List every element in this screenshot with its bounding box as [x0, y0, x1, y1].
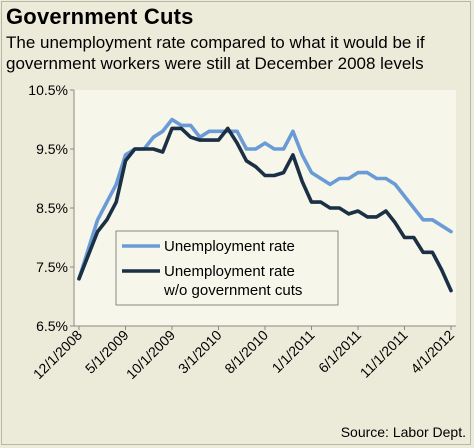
series-lines: [77, 117, 453, 293]
legend-label: Unemployment rate: [164, 238, 295, 255]
y-tick-label: 10.5%: [28, 82, 68, 98]
x-axis-ticks: 12/1/20085/1/200910/1/20093/1/20108/1/20…: [30, 326, 457, 383]
x-tick-label: 1/1/2011: [268, 327, 317, 376]
x-tick-label: 4/1/2012: [407, 327, 457, 377]
series-line-without-government-cuts: [77, 126, 453, 293]
legend: Unemployment rate Unemployment rate w/o go…: [115, 230, 339, 306]
chart-subtitle: The unemployment rate compared to what i…: [6, 33, 425, 73]
legend-box: [115, 230, 339, 306]
y-tick-label: 8.5%: [36, 200, 68, 216]
y-tick-label: 9.5%: [36, 141, 68, 157]
x-tick-label: 11/1/2011: [357, 327, 411, 381]
x-tick-label: 3/1/2010: [175, 327, 225, 377]
x-tick-label: 12/1/2008: [30, 327, 86, 383]
x-tick-label: 8/1/2010: [221, 327, 271, 377]
y-tick-label: 6.5%: [36, 318, 68, 334]
y-tick-label: 7.5%: [36, 259, 68, 275]
chart-title: Government Cuts: [6, 4, 194, 29]
legend-label: Unemployment rate w/o government cuts: [163, 263, 302, 299]
y-axis-ticks: 6.5% 7.5% 8.5% 9.5% 10.5%: [28, 82, 74, 334]
x-tick-label: 10/1/2009: [123, 327, 179, 383]
source-note: Source: Labor Dept.: [340, 424, 466, 440]
